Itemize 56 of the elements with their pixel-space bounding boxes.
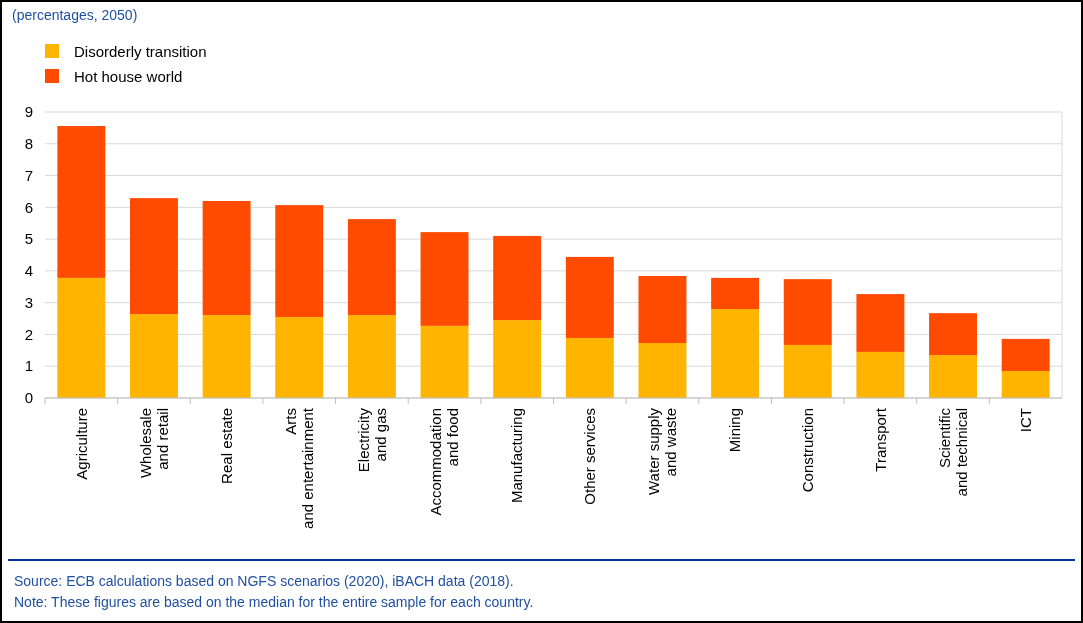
x-tick-label: Other services — [581, 408, 599, 505]
bar — [783, 279, 832, 345]
y-tick-label: 0 — [24, 389, 33, 407]
bar — [856, 294, 905, 352]
y-tick-label: 6 — [24, 198, 33, 216]
x-tick-label: Water supply and waste — [645, 407, 680, 495]
bar — [1001, 338, 1050, 371]
legend-label: Disorderly transition — [74, 43, 207, 60]
bar — [929, 313, 978, 356]
bar — [202, 315, 251, 398]
bar — [565, 256, 614, 338]
x-tick-label: Arts and entertainment — [282, 407, 316, 529]
bar — [929, 355, 978, 398]
bar — [420, 232, 469, 326]
x-tick-label: ICT — [1016, 408, 1034, 433]
text: Note: These figures are based on the median for the entire sample for each country. — [14, 594, 534, 610]
x-tick-label: Electricity and gas — [354, 407, 389, 473]
bar — [129, 198, 178, 315]
y-tick-label: 2 — [24, 325, 33, 343]
source-note: Source: ECB calculations based on NGFS scenarios (2020), iBACH data (2018). — [14, 573, 514, 589]
y-tick-label: 4 — [24, 262, 33, 280]
bar — [57, 125, 106, 278]
x-tick-label: Transport — [871, 407, 889, 472]
x-tick-label: Agriculture — [72, 408, 90, 480]
bar — [275, 205, 324, 317]
y-tick-label: 7 — [24, 166, 33, 184]
bar — [202, 200, 251, 316]
bar — [638, 275, 687, 344]
bar — [493, 320, 542, 398]
bar — [856, 351, 905, 398]
bar — [129, 314, 178, 398]
y-tick-label: 8 — [24, 135, 33, 153]
y-tick-label: 5 — [24, 230, 33, 248]
bar — [1001, 370, 1050, 398]
bar — [57, 277, 106, 398]
y-tick-label: 9 — [24, 103, 33, 121]
bar — [565, 337, 614, 398]
chart-title: (percentages, 2050) — [12, 7, 138, 23]
bar — [347, 315, 396, 398]
x-tick-label: Mining — [726, 408, 744, 453]
x-tick-label: Wholesale and retail — [136, 408, 171, 479]
bar — [420, 325, 469, 398]
y-tick-label: 1 — [24, 357, 33, 375]
bar — [711, 277, 760, 310]
x-tick-label: Construction — [799, 408, 816, 493]
legend-label: Hot house world — [74, 68, 183, 85]
x-tick-label: Real estate — [217, 408, 235, 484]
bar — [493, 235, 542, 321]
x-tick-label: Manufacturing — [508, 408, 526, 504]
bar — [347, 219, 396, 316]
bar — [275, 316, 324, 398]
bar — [638, 343, 687, 398]
y-tick-label: 3 — [24, 293, 33, 311]
x-tick-label: Scientific and technical — [935, 407, 970, 497]
bar — [711, 309, 760, 398]
bar — [783, 344, 832, 398]
